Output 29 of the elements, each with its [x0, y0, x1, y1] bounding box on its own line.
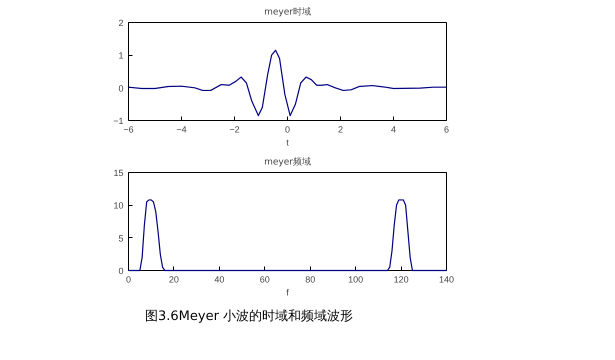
y-tick-label: 1 — [118, 50, 124, 61]
x-tick-label: 100 — [348, 274, 364, 284]
y-tick-label: 2 — [118, 18, 124, 28]
y-tick-label: 0 — [118, 83, 124, 94]
x-tick-label: 60 — [260, 274, 270, 284]
x-tick-label: −4 — [176, 124, 187, 134]
caption: 图3.6Meyer 小波的时域和频域波形 — [145, 308, 354, 326]
chart-title: meyer时域 — [264, 6, 311, 18]
x-tick-label: 6 — [444, 124, 450, 134]
x-axis-title: f — [286, 288, 290, 298]
x-tick-label: 0 — [284, 124, 290, 134]
y-tick-label: 10 — [113, 200, 124, 211]
x-tick-label: −6 — [123, 124, 134, 134]
x-tick-label: 120 — [394, 274, 409, 284]
y-tick-label: −1 — [113, 116, 124, 126]
x-tick-label: 140 — [438, 274, 454, 284]
y-tick-label: 5 — [118, 233, 124, 244]
x-tick-label: 0 — [126, 274, 132, 284]
x-tick-label: −2 — [229, 124, 240, 134]
line-series — [128, 50, 448, 116]
x-tick-label: 80 — [305, 274, 316, 284]
y-tick-label: 0 — [118, 266, 124, 276]
x-tick-label: 4 — [390, 124, 396, 134]
chart-title: meyer频域 — [264, 156, 311, 168]
x-tick-label: 40 — [214, 274, 224, 284]
x-axis-title: t — [286, 138, 290, 148]
x-tick-label: 20 — [168, 274, 179, 284]
y-tick-label: 15 — [113, 168, 124, 178]
x-tick-label: 2 — [338, 124, 344, 134]
